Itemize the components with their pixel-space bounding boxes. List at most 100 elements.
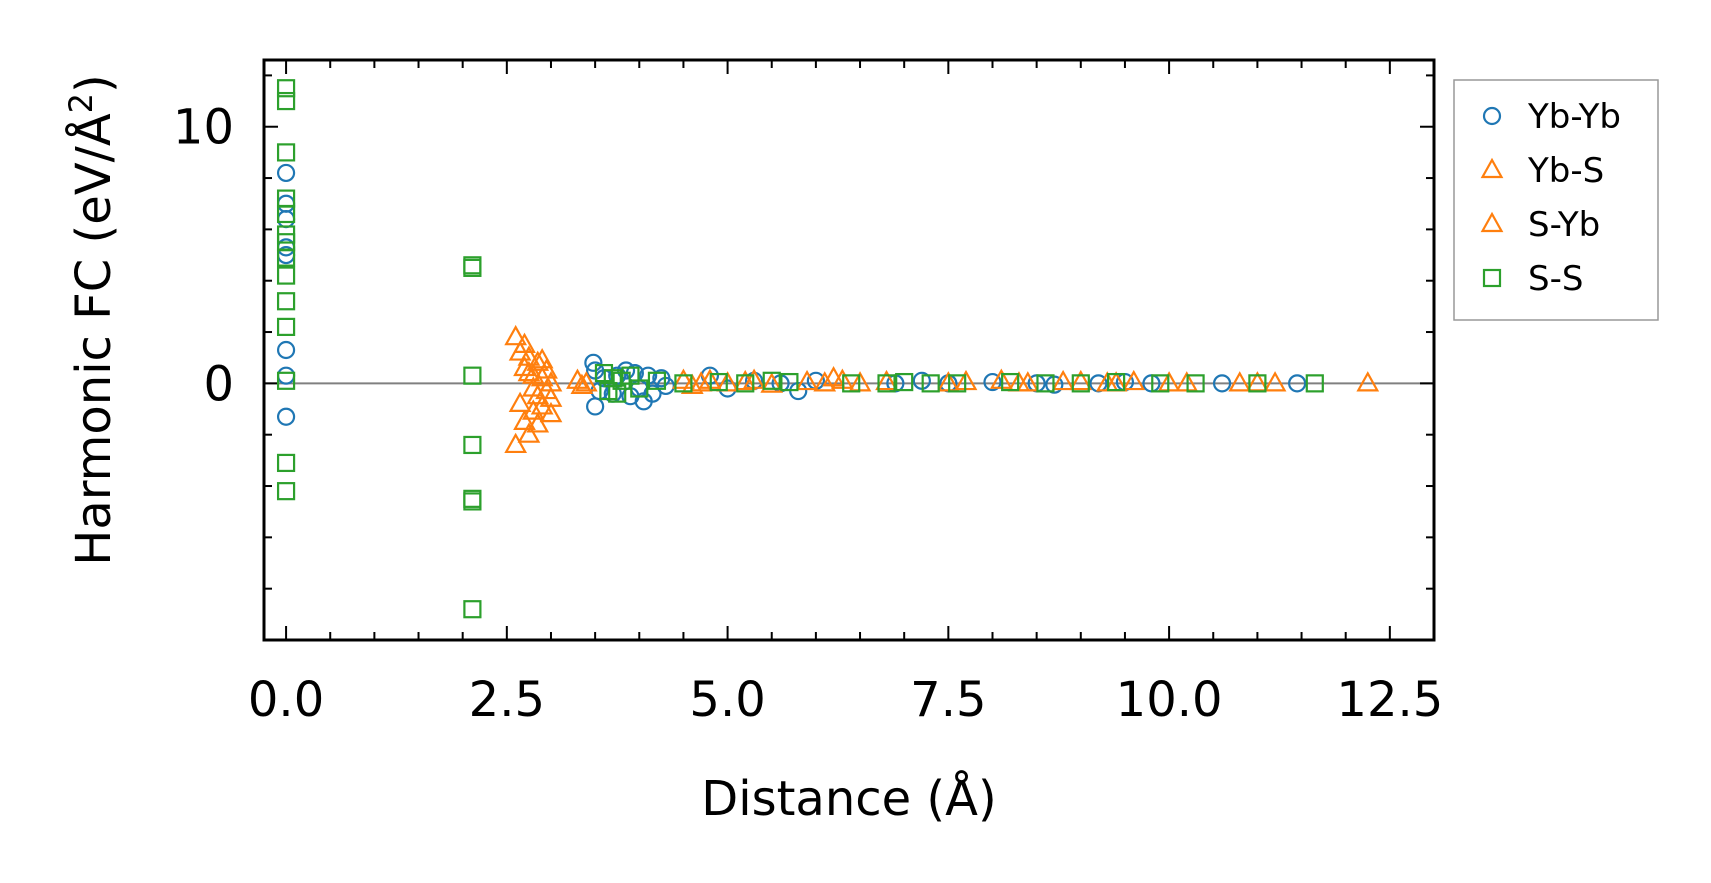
legend-frame — [1453, 79, 1659, 321]
legend-label: S-Yb — [1528, 205, 1600, 245]
point-s-yb — [513, 332, 536, 353]
plot-area — [262, 58, 1436, 642]
y-tick-label: 10 — [173, 100, 234, 156]
point-yb-yb — [276, 210, 296, 229]
point-s-s — [276, 292, 296, 311]
point-s-s — [463, 492, 482, 511]
point-s-s — [276, 91, 296, 111]
point-yb-s — [535, 358, 558, 379]
plot-frame — [262, 58, 1436, 642]
y-axis-label: Harmonic FC (eV/Å2) — [62, 74, 122, 566]
x-tick-label: 0.0 — [248, 672, 324, 728]
point-yb-yb — [584, 353, 603, 372]
point-yb-s — [1122, 369, 1146, 391]
point-s-s — [276, 317, 296, 337]
axis-ticks — [264, 60, 1435, 641]
y-axis-label-suffix: ) — [66, 74, 122, 93]
legend-marker — [1482, 106, 1502, 126]
point-s-s — [1001, 372, 1020, 392]
point-yb-yb — [276, 407, 296, 426]
point-s-s — [762, 371, 781, 390]
x-tick-label: 7.5 — [910, 672, 986, 728]
x-tick-label: 5.0 — [689, 672, 765, 728]
point-s-s — [1071, 374, 1090, 393]
point-s-s — [630, 379, 649, 398]
point-s-s — [463, 258, 482, 277]
point-yb-yb — [1288, 374, 1307, 393]
point-s-s — [276, 266, 296, 285]
legend-label: S-S — [1528, 259, 1583, 299]
point-s-yb — [733, 369, 757, 391]
y-tick-labels: 0 10 — [173, 100, 234, 413]
point-s-s — [463, 366, 482, 385]
point-s-yb — [530, 348, 554, 369]
point-s-s — [948, 374, 967, 393]
point-s-s — [276, 453, 296, 473]
point-s-s — [1186, 374, 1205, 393]
point-yb-s — [672, 368, 695, 389]
point-s-s — [780, 372, 799, 392]
point-yb-yb — [586, 397, 605, 416]
x-axis-label: Distance (Å) — [701, 770, 996, 827]
legend-marker — [1480, 211, 1504, 233]
data-points — [276, 79, 1380, 619]
point-yb-s — [526, 350, 550, 371]
series-yb-yb — [276, 163, 1307, 426]
point-s-s — [1248, 374, 1267, 393]
point-yb-s — [504, 432, 528, 454]
point-yb-s — [795, 369, 819, 391]
point-s-s — [877, 374, 896, 393]
point-yb-s — [508, 391, 532, 412]
point-s-s — [1151, 374, 1170, 393]
point-s-s — [276, 482, 296, 501]
point-s-yb — [813, 371, 837, 392]
series-s-s — [276, 79, 1324, 619]
point-yb-yb — [983, 372, 1002, 392]
point-s-s — [463, 600, 482, 619]
point-yb-s — [1356, 371, 1380, 392]
point-yb-yb — [276, 340, 296, 360]
legend-marker — [1482, 268, 1502, 288]
point-s-s — [463, 435, 482, 455]
point-yb-yb — [276, 194, 296, 213]
x-tick-label: 2.5 — [469, 672, 545, 728]
point-s-s — [921, 374, 940, 393]
point-s-yb — [526, 412, 550, 433]
point-yb-s — [513, 409, 536, 430]
series-s-yb — [513, 332, 1269, 433]
point-yb-s — [521, 399, 545, 420]
point-s-s — [276, 248, 296, 267]
legend-label: Yb-S — [1527, 151, 1604, 191]
point-yb-s — [760, 372, 784, 393]
point-s-s — [1107, 372, 1126, 392]
point-yb-s — [680, 373, 704, 395]
point-s-yb — [539, 401, 563, 423]
point-s-yb — [689, 371, 713, 392]
point-s-s — [647, 371, 667, 390]
point-s-s — [895, 372, 914, 392]
point-yb-yb — [276, 366, 296, 385]
point-s-s — [736, 374, 755, 393]
legend: Yb-Yb Yb-S S-Yb S-S — [1453, 79, 1659, 321]
point-s-yb — [521, 376, 545, 397]
point-s-yb — [574, 371, 598, 392]
point-yb-yb — [276, 163, 296, 183]
point-s-s — [709, 372, 728, 392]
x-tick-label: 12.5 — [1336, 672, 1443, 728]
point-s-s — [276, 79, 296, 98]
point-s-yb — [1051, 369, 1075, 391]
point-yb-s — [1069, 369, 1093, 391]
point-s-s — [276, 204, 296, 224]
legend-label: Yb-Yb — [1527, 97, 1621, 137]
x-tick-label: 10.0 — [1116, 672, 1223, 728]
x-tick-labels: 0.0 2.5 5.0 7.5 10.0 12.5 — [248, 672, 1443, 728]
point-s-yb — [875, 369, 898, 391]
point-yb-yb — [643, 384, 662, 403]
point-s-s — [1036, 374, 1055, 393]
point-yb-yb — [1212, 374, 1232, 393]
point-s-s — [674, 374, 693, 393]
point-s-s — [1305, 374, 1324, 393]
point-yb-s — [1228, 371, 1252, 392]
